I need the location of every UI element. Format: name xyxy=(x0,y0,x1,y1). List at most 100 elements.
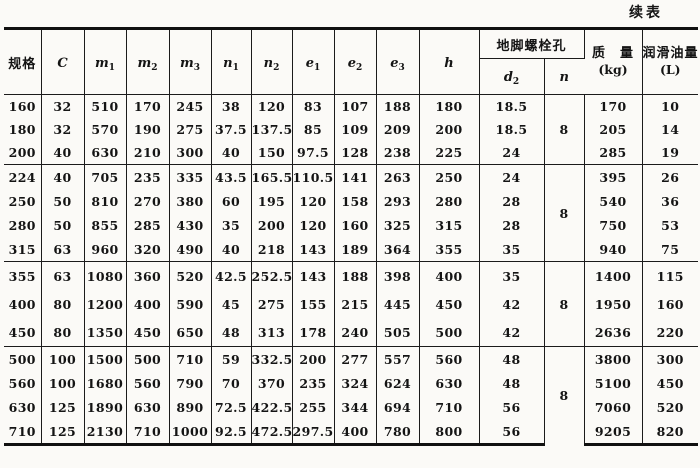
cell: 42 xyxy=(479,318,545,347)
cell: 630 xyxy=(126,395,170,419)
cell: 445 xyxy=(376,290,420,318)
cell: 1680 xyxy=(84,371,127,395)
cell: 48 xyxy=(211,318,252,347)
cell: 1000 xyxy=(169,419,212,446)
cell: 315 xyxy=(419,213,480,237)
cell: 200 xyxy=(419,118,480,141)
cell: 335 xyxy=(169,164,212,189)
cell: 255 xyxy=(292,395,335,419)
table-row: 224 40 705 235 335 43.5 165.5 110.5 141 263 250 24 8… xyxy=(4,164,699,262)
cell: 710 xyxy=(169,346,212,371)
cell: 630 xyxy=(419,371,480,395)
cell: 48 xyxy=(479,346,545,371)
cell: 400 xyxy=(4,290,42,318)
cell: 540 xyxy=(584,189,643,213)
cell: 210 xyxy=(126,141,170,165)
cell: 158 xyxy=(334,189,377,213)
cell: 344 xyxy=(334,395,377,419)
cell: 42 xyxy=(479,290,545,318)
cell: 450 xyxy=(419,290,480,318)
cell: 48 xyxy=(479,371,545,395)
cell: 9205 xyxy=(584,419,643,446)
cell: 224 xyxy=(4,164,42,189)
cell: 53 xyxy=(661,217,680,233)
cell: 18.5 xyxy=(479,94,545,118)
table-row: 450 80 1350 450 650 48 313 178 240 505 500 42 2636 22… xyxy=(4,318,698,347)
cell: 63 xyxy=(41,261,85,290)
cell: 370 xyxy=(251,371,293,395)
cell: 710 xyxy=(4,419,42,446)
cell: 35 xyxy=(479,261,545,290)
cell: 570 xyxy=(84,118,127,141)
col-header-e3: e3 xyxy=(376,27,420,95)
cell: 180 xyxy=(419,94,480,118)
cell: 800 xyxy=(419,419,480,446)
cell: 125 xyxy=(41,419,85,446)
cell: 143 xyxy=(292,261,335,290)
cell: 450 xyxy=(656,375,684,391)
cell: 40 xyxy=(41,141,85,165)
cell: 110.5 xyxy=(292,164,335,189)
oil-unit: (L) xyxy=(659,62,681,77)
cell: 240 xyxy=(334,318,377,347)
cell: 5100 xyxy=(584,371,643,395)
table-row: 200 40 630 210 300 40 150 97.5 128 238 225 24 285 19 xyxy=(4,141,698,165)
cell: 10 xyxy=(661,99,680,114)
table-row: 355 63 1080 360 520 42.5 252.5 143 188 398 400 35 8 1… xyxy=(4,261,699,347)
col-header-mass: 质 量 (kg) xyxy=(584,27,643,95)
table-row: 280 50 855 285 430 35 200 120 160 325 315 28 750 53 xyxy=(4,213,698,237)
cell: 220 xyxy=(656,324,684,340)
cell: 400 xyxy=(419,261,480,290)
cell: 170 xyxy=(584,94,643,118)
cell: 505 xyxy=(376,318,420,347)
table-row: 560 100 1680 560 790 70 370 235 324 624 630 48 5100 4… xyxy=(4,371,698,395)
cell: 560 xyxy=(126,371,170,395)
cell: 35 xyxy=(479,237,545,262)
cell: 325 xyxy=(376,213,420,237)
table-row: 630 125 1890 630 890 72.5 422.5 255 344 694 710 56 7… xyxy=(4,395,698,419)
cell: 400 xyxy=(126,290,170,318)
cell: 332.5 xyxy=(251,346,293,371)
table-row: 710 125 2130 710 1000 92.5 472.5 297.5 400 780 800… xyxy=(4,419,699,446)
cell: 315 xyxy=(4,237,42,262)
cell: 557 xyxy=(376,346,420,371)
cell: 155 xyxy=(292,290,335,318)
bolt-count-cell: 8 xyxy=(544,94,585,165)
bolt-count-cell: 8 xyxy=(544,261,585,347)
cell: 280 xyxy=(419,189,480,213)
cell: 40 xyxy=(41,164,85,189)
cell: 85 xyxy=(292,118,335,141)
cell: 422.5 xyxy=(251,395,293,419)
cell: 245 xyxy=(169,94,212,118)
col-header-e2: e2 xyxy=(334,27,377,95)
cell: 960 xyxy=(84,237,127,262)
cell: 355 xyxy=(4,261,42,290)
cell: 60 xyxy=(211,189,252,213)
cell: 238 xyxy=(376,141,420,165)
cell: 780 xyxy=(376,419,420,446)
cell: 28 xyxy=(479,213,545,237)
col-header-anchor-bolt-holes: 地脚螺栓孔 xyxy=(479,27,585,59)
cell: 205 xyxy=(584,118,643,141)
cell: 940 xyxy=(584,237,643,262)
cell: 300 xyxy=(169,141,212,165)
cell: 24 xyxy=(479,141,545,165)
cell: 395 xyxy=(584,164,643,189)
cell: 72.5 xyxy=(211,395,252,419)
cell: 1400 xyxy=(584,261,643,290)
col-header-m2: m2 xyxy=(126,27,170,95)
mass-label: 质 量 xyxy=(592,46,635,61)
continued-table-label: 续表 xyxy=(629,5,663,21)
cell: 650 xyxy=(169,318,212,347)
cell: 56 xyxy=(479,419,545,446)
cell: 250 xyxy=(4,189,42,213)
cell: 694 xyxy=(376,395,420,419)
cell: 355 xyxy=(419,237,480,262)
cell: 160 xyxy=(656,296,684,312)
cell: 143 xyxy=(292,237,335,262)
bolt-count-cell: 8 xyxy=(544,164,585,262)
col-header-m3: m3 xyxy=(169,27,212,95)
cell: 313 xyxy=(251,318,293,347)
cell: 450 xyxy=(126,318,170,347)
table-header: 规格 C m1 m2 m3 n1 n2 e1 e2 e3 h 地脚螺栓孔 质 量… xyxy=(4,27,699,95)
